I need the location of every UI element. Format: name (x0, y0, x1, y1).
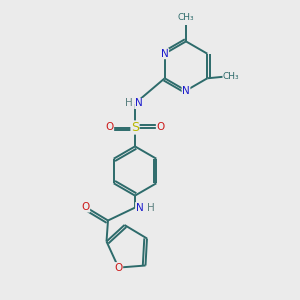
Text: N: N (182, 85, 190, 96)
Text: O: O (81, 202, 90, 212)
Text: H: H (124, 98, 132, 109)
Text: O: O (114, 262, 123, 273)
Text: CH₃: CH₃ (178, 13, 194, 22)
Text: H: H (147, 202, 154, 213)
Text: S: S (131, 121, 139, 134)
Text: N: N (161, 49, 169, 59)
Text: O: O (105, 122, 114, 133)
Text: O: O (156, 122, 165, 133)
Text: N: N (135, 98, 142, 109)
Text: N: N (136, 202, 143, 213)
Text: CH₃: CH₃ (223, 72, 240, 81)
